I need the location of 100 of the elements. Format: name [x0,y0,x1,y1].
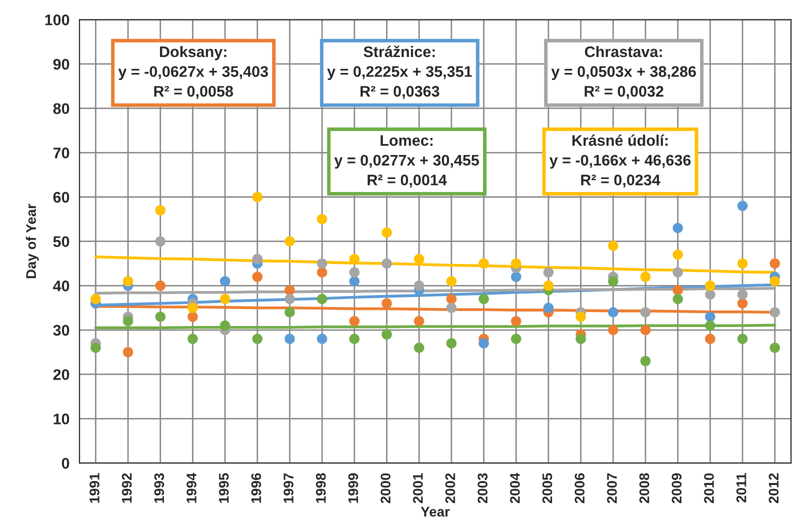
point [705,334,716,344]
y-tick-label: 30 [53,324,70,336]
point [446,294,457,304]
annotation: Doksany: y = -0,0627x + 35,403 R² = 0,0058 [118,46,268,99]
point [220,276,230,286]
point [284,236,295,246]
x-tick-label: 1991 [90,473,100,503]
x-tick-label: 2012 [768,473,779,504]
point [770,342,780,353]
point [349,276,360,286]
y-tick-label: 10 [54,414,70,424]
point [705,280,716,291]
point [284,334,295,344]
point [446,276,457,286]
y-tick-label: 90 [53,58,70,70]
point [737,334,748,344]
point [382,227,392,238]
point [90,294,101,304]
point [284,294,295,304]
point [316,258,328,269]
point [155,205,166,216]
x-tick-label: 2000 [380,473,390,504]
point [414,342,424,353]
point [122,276,134,286]
x-tick-label: 1996 [251,473,262,503]
point [770,307,780,318]
x-tick-label: 1999 [348,473,358,503]
point [576,334,586,344]
point [316,294,328,304]
point [608,240,618,251]
x-tick-label: 1997 [284,473,294,503]
x-tick-label: 2008 [639,473,650,504]
point [284,307,295,318]
point [414,316,424,326]
x-tick-label: 2004 [510,472,520,504]
x-tick-label: 2010 [704,473,714,504]
point [543,280,554,291]
x-tick-label: 1994 [186,472,196,503]
x-tick-label: 2005 [542,473,552,504]
point [737,289,748,300]
annotation: Chrastava: y = 0,0503x + 38,286 R² = 0,0032 [551,46,696,99]
point [672,249,683,260]
point [640,324,651,336]
point [478,294,489,304]
annotation: Strážnice: y = 0,2225x + 35,351 R² = 0,0363 [327,46,472,99]
x-tick-label: 2011 [736,473,746,502]
point [252,254,263,264]
x-tick-label: 2006 [574,473,585,504]
point [705,289,716,300]
point [510,334,522,344]
y-axis-title: Day of Year [26,204,39,278]
point [510,272,522,282]
point [770,276,780,286]
x-tick-label: 1993 [154,473,164,503]
point [608,324,618,336]
y-tick-label: 80 [53,103,70,114]
point [737,298,748,309]
point [382,329,392,340]
point [672,294,683,304]
point [316,214,328,224]
point [640,272,651,282]
point [640,307,651,318]
y-tick-label: 40 [53,280,70,292]
point [122,347,134,358]
x-tick-label: 2001 [412,473,423,504]
point [737,200,748,212]
x-tick-label: 1998 [316,473,326,503]
x-tick-label: 2002 [445,473,456,504]
point [155,236,166,246]
y-tick-label: 20 [53,369,70,380]
point [349,267,360,278]
x-tick-label: 2007 [607,473,617,504]
point [349,316,360,326]
x-axis-title: Year [420,506,450,517]
point [543,302,554,313]
point [446,302,457,313]
point [705,312,716,322]
point [510,316,522,326]
point [252,334,263,344]
point [414,280,424,291]
point [510,258,522,269]
y-tick-label: 0 [62,458,70,469]
point [252,192,263,202]
annotation: Krásné údolí: y = -0,166x + 46,636 R² = 0,0234 [549,134,691,188]
point [155,312,166,322]
x-tick-label: 1992 [122,473,132,503]
point [576,312,586,322]
point [188,312,198,322]
y-tick-label: 100 [45,14,70,26]
point [188,302,198,313]
point [122,316,134,326]
point [155,280,166,291]
point [770,258,780,269]
point [543,267,554,278]
point [220,320,230,331]
y-tick-label: 70 [53,148,70,158]
point [90,342,101,353]
point [737,258,748,269]
point [478,338,489,348]
point [188,334,198,344]
